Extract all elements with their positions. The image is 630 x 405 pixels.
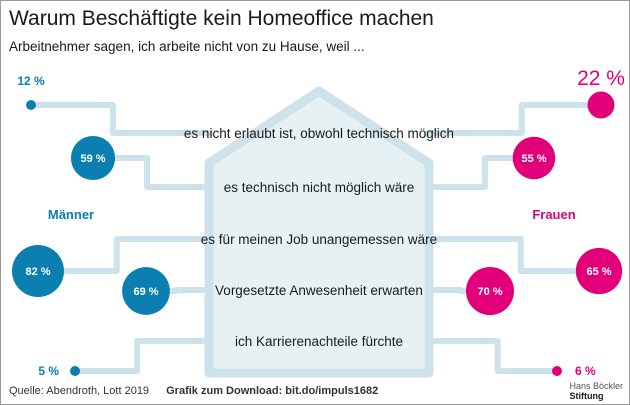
data-label-frauen-2: 65 % xyxy=(586,266,611,278)
connector-left-0 xyxy=(31,102,213,136)
foundation-logo: Hans Böckler Stiftung xyxy=(569,381,623,401)
logo-line-2: Stiftung xyxy=(569,391,604,401)
house-shape xyxy=(204,86,434,378)
series-name-frauen: Frauen xyxy=(532,207,575,222)
connector-right-0 xyxy=(425,102,601,136)
chart-subtitle: Arbeitnehmer sagen, ich arbeite nicht vo… xyxy=(9,39,365,54)
connector-lines xyxy=(31,102,601,374)
connector-right-4 xyxy=(425,338,557,374)
bubble-maenner-0 xyxy=(26,100,36,110)
connector-left-1 xyxy=(93,155,213,190)
bubble-maenner-4 xyxy=(70,366,80,376)
category-label-1: es technisch nicht möglich wäre xyxy=(224,180,415,195)
bubble-frauen-3 xyxy=(465,266,515,316)
connector-left-4 xyxy=(75,338,213,374)
chart-canvas: es nicht erlaubt ist, obwohl technisch m… xyxy=(12,67,625,378)
category-label-0: es nicht erlaubt ist, obwohl technisch m… xyxy=(184,126,454,141)
source-note: Quelle: Abendroth, Lott 2019 xyxy=(9,385,150,397)
bubble-frauen-1 xyxy=(512,136,556,180)
data-label-maenner-0: 12 % xyxy=(17,74,45,88)
connector-right-2 xyxy=(425,236,599,274)
data-label-frauen-0: 22 % xyxy=(577,67,625,90)
download-link[interactable]: Grafik zum Download: bit.do/impuls1682 xyxy=(166,385,379,397)
category-label-4: ich Karrierenachteile fürchte xyxy=(235,334,403,349)
category-label-2: es für meinen Job unangemessen wäre xyxy=(201,232,437,247)
bubble-maenner-3 xyxy=(122,267,170,315)
chart-marks: es nicht erlaubt ist, obwohl technisch m… xyxy=(12,67,625,378)
data-label-frauen-3: 70 % xyxy=(477,286,502,298)
data-label-maenner-1: 59 % xyxy=(80,153,105,165)
bubble-frauen-0 xyxy=(587,91,615,119)
bubble-maenner-2 xyxy=(12,245,64,297)
bubble-frauen-4 xyxy=(552,366,562,376)
bubble-maenner-1 xyxy=(70,135,116,181)
bubble-frauen-2 xyxy=(575,247,623,295)
footer: Quelle: Abendroth, Lott 2019 Grafik zum … xyxy=(9,385,378,397)
data-label-frauen-4: 6 % xyxy=(575,364,596,378)
connector-right-1 xyxy=(425,155,534,190)
connector-left-2 xyxy=(38,236,213,274)
data-label-maenner-2: 82 % xyxy=(25,266,50,278)
series-name-maenner: Männer xyxy=(48,207,94,222)
data-label-maenner-4: 5 % xyxy=(38,364,59,378)
logo-line-1: Hans Böckler xyxy=(569,381,623,391)
chart-title: Warum Beschäftigte kein Homeoffice mache… xyxy=(9,7,434,30)
data-label-maenner-3: 69 % xyxy=(133,286,158,298)
category-label-3: Vorgesetzte Anwesenheit erwarten xyxy=(215,283,423,298)
data-label-frauen-1: 55 % xyxy=(521,153,546,165)
